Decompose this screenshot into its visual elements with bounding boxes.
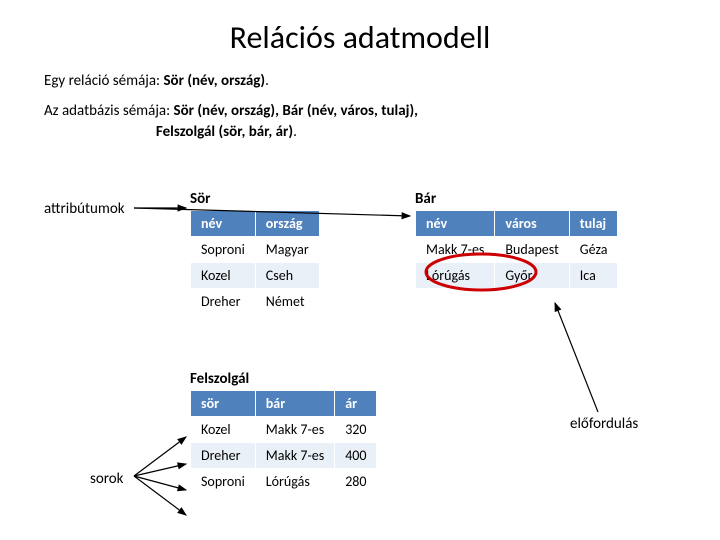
intro-dot1: . — [265, 72, 269, 90]
col-header: név — [191, 211, 256, 237]
intro-block: Egy reláció sémája: Sör (név, ország). A… — [0, 71, 720, 142]
intro-1a: Egy reláció sémája: — [44, 72, 163, 90]
table-row: Soproni Lórúgás 280 — [191, 469, 377, 495]
caption-sor: Sör — [190, 190, 320, 210]
attrib-label: attribútumok — [44, 200, 125, 218]
cell: Kozel — [191, 263, 256, 289]
intro-dot2: . — [293, 123, 297, 141]
caption-bar: Bár — [415, 190, 618, 210]
cell: 400 — [335, 443, 377, 469]
elof-label: előfordulás — [570, 415, 638, 433]
col-header: város — [495, 211, 569, 237]
cell: Soproni — [191, 469, 256, 495]
col-header: név — [416, 211, 495, 237]
cell: Soproni — [191, 237, 256, 263]
cell: Budapest — [495, 237, 569, 263]
cell: Német — [255, 289, 319, 315]
caption-felszolgal: Felszolgál — [190, 370, 377, 390]
intro-1b: Sör (név, ország) — [163, 72, 265, 90]
table-row: Lórúgás Győr Ica — [416, 263, 618, 289]
col-header: tulaj — [569, 211, 618, 237]
cell: Makk 7-es — [255, 417, 334, 443]
cell: Kozel — [191, 417, 256, 443]
table-row: Kozel Cseh — [191, 263, 320, 289]
table-row: Makk 7-es Budapest Géza — [416, 237, 618, 263]
table-felszolgal: Felszolgál sör bár ár Kozel Makk 7-es 32… — [190, 370, 377, 495]
tables-area: attribútumok sorok előfordulás Sör név o… — [0, 152, 720, 512]
col-header: sör — [191, 391, 256, 417]
cell: Lórúgás — [255, 469, 334, 495]
sorok-label: sorok — [90, 470, 124, 488]
intro-2c: Felszolgál (sör, bár, ár) — [156, 123, 293, 141]
col-header: bár — [255, 391, 334, 417]
table-row: Kozel Makk 7-es 320 — [191, 417, 377, 443]
col-header: ár — [335, 391, 377, 417]
intro-2b: Sör (név, ország), Bár (név, város, tula… — [174, 102, 419, 120]
cell: Dreher — [191, 443, 256, 469]
cell: Ica — [569, 263, 618, 289]
cell: Makk 7-es — [416, 237, 495, 263]
cell: Cseh — [255, 263, 319, 289]
cell: 280 — [335, 469, 377, 495]
table-row: Soproni Magyar — [191, 237, 320, 263]
col-header: ország — [255, 211, 319, 237]
table-sor: Sör név ország Soproni Magyar Kozel Cseh… — [190, 190, 320, 315]
page-title: Relációs adatmodell — [0, 0, 720, 71]
cell: Makk 7-es — [255, 443, 334, 469]
cell: 320 — [335, 417, 377, 443]
cell: Lórúgás — [416, 263, 495, 289]
cell: Géza — [569, 237, 618, 263]
table-row: Dreher Német — [191, 289, 320, 315]
table-bar: Bár név város tulaj Makk 7-es Budapest G… — [415, 190, 618, 289]
cell: Dreher — [191, 289, 256, 315]
cell: Győr — [495, 263, 569, 289]
intro-2a: Az adatbázis sémája: — [44, 102, 174, 120]
cell: Magyar — [255, 237, 319, 263]
table-row: Dreher Makk 7-es 400 — [191, 443, 377, 469]
